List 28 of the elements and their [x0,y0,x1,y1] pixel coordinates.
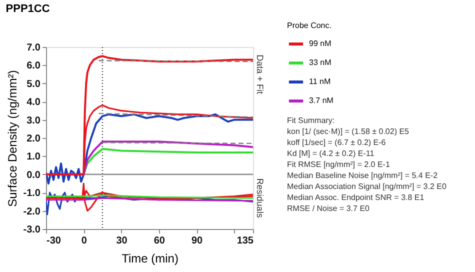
x-tick-label: 0 [81,236,88,246]
y-tick-label: 3.0 [26,115,41,126]
y-tick-label: -3.0 [23,224,41,236]
y-tick-label: 1.0 [26,152,41,163]
x-axis-title: Time (min) [122,252,178,266]
y-tick-label: -2.0 [23,206,41,218]
y-tick-label: 2.0 [26,134,41,144]
y-axis-title: Surface Density (ng/mm²) [5,70,20,207]
text: Fit Summary: kon [1/ (sec·M)] = (1.58 ± 0.02) E5 koff [1/sec] = (6.7 ± 0.2) E-6 Kd [M] = (4.2 ± 0.2) E-11 Fit RMSE [ng/mm²] = 2.0 E-1 Median Baseline Noise [ng/mm²] = 5.4 E-2 Median Association Signal [ng/mm²] = 3.2 E0 Median Assoc. Endpoint SNR = 3.8 E1 RMSE / Noise = 3.7 E0 [287,116,446,213]
x-tick-label: -30 [46,236,62,246]
chart-title: PPP1CC [6,3,50,15]
legend-label: 11 nM [309,77,331,86]
legend-label: 33 nM [309,58,332,67]
x-tick-label: 60 [154,236,166,246]
legend-label: 3.7 nM [309,96,334,105]
y-tick-label: 5.0 [26,78,41,90]
x-tick-label: 90 [191,236,204,246]
text: Residuals [255,178,265,218]
legend-label: 99 nM [309,39,332,48]
y-tick-label: 7.0 [26,42,41,54]
y-tick-label: -1.0 [23,188,41,200]
x-tick-label: 30 [116,236,128,246]
y-tick-label: 4.0 [26,97,41,108]
y-tick-label: 0.0 [26,170,41,181]
x-tick-label: 135 [236,236,254,246]
text: Data + Fit [255,54,265,94]
y-tick-label: 6.0 [26,60,41,72]
legend-title: Probe Conc. [287,21,332,30]
